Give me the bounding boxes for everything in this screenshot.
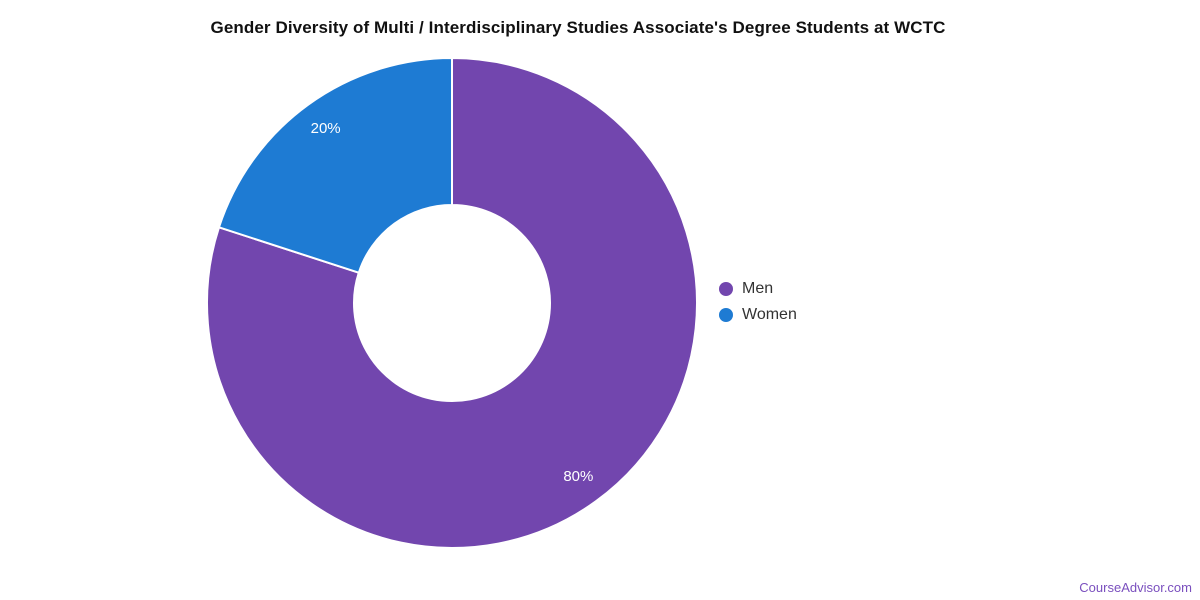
courseadvisor-attribution-link[interactable]: CourseAdvisor.com — [1079, 580, 1192, 595]
men-series-dot-icon — [719, 282, 733, 296]
legend-item-women[interactable]: Women — [719, 302, 797, 328]
pie-slice-men[interactable] — [206, 57, 698, 549]
slice-label-men: 80% — [563, 468, 593, 485]
chart-title: Gender Diversity of Multi / Interdiscipl… — [210, 18, 946, 37]
slice-label-women: 20% — [311, 120, 341, 137]
legend-item-men[interactable]: Men — [719, 276, 797, 302]
legend-label-women: Women — [742, 306, 797, 323]
legend-label-men: Men — [742, 280, 774, 297]
legend: Men Women — [719, 276, 797, 328]
women-series-dot-icon — [719, 308, 733, 322]
pie-slice-women[interactable] — [217, 57, 453, 274]
